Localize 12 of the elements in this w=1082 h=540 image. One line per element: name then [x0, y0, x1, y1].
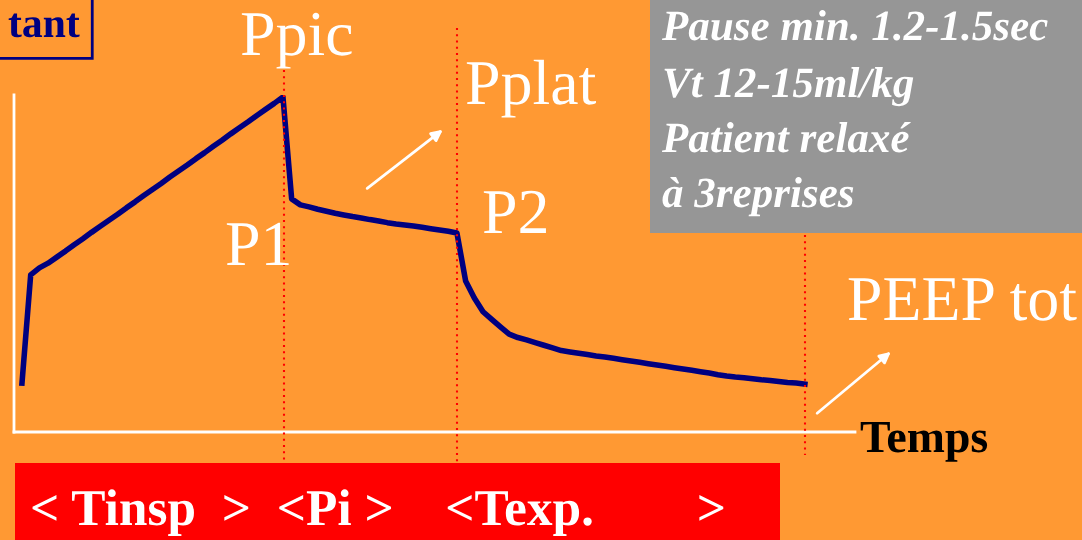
text: < Tinsp > <Pi > <Texp. > — [32, 489, 724, 536]
annotation: Vt 12-15ml/kg — [664, 67, 914, 107]
x-axis-title: Temps — [860, 421, 988, 462]
annotation: Pplat — [466, 59, 596, 118]
text: PEEP tot — [848, 278, 1077, 321]
annotation: P1 — [226, 222, 289, 265]
chart-title: tant — [8, 13, 80, 38]
text: Pause min. 1.2-1.5sec — [661, 10, 1048, 41]
annotation: à 3reprises — [662, 177, 854, 217]
annotation: P2 — [483, 190, 546, 233]
text: Ppic — [241, 12, 352, 69]
annotation: Patient relaxé — [661, 122, 911, 153]
